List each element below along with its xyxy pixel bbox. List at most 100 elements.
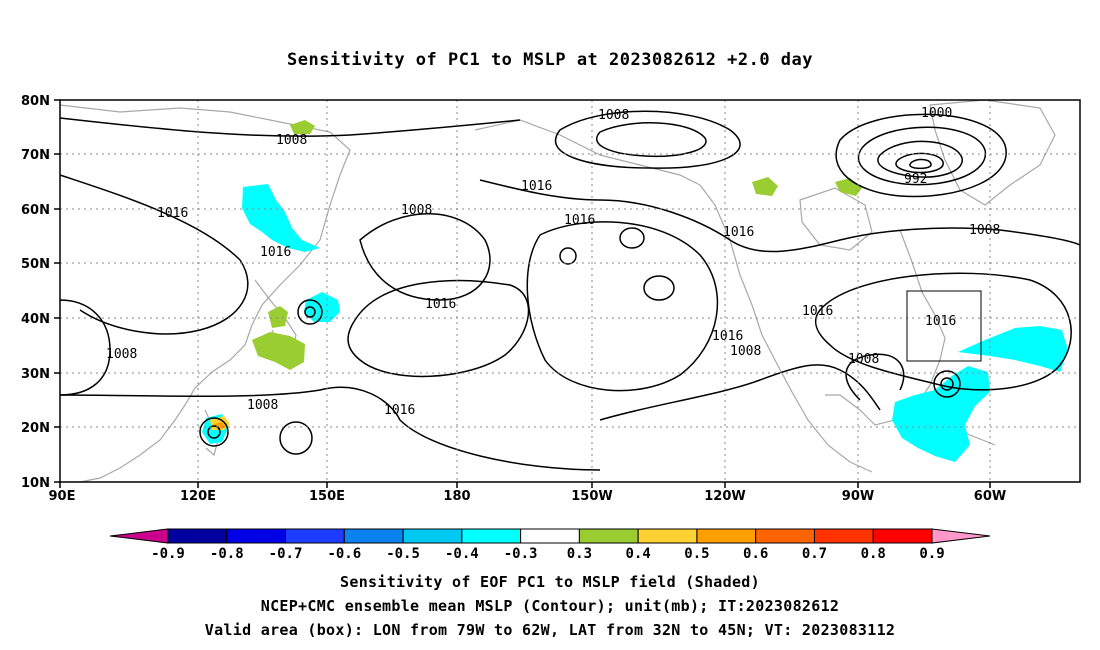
colorbar-tick-label: 0.8 [861,546,886,562]
lon-label: 120E [180,489,216,504]
contour-aleutian-low-outer [554,110,741,169]
contour-label: 1008 [848,352,879,367]
asia-coastline [59,104,351,483]
map-title: Sensitivity of PC1 to MSLP at 2023082612… [286,50,813,70]
latitude-labels: 80N 70N 60N 50N 40N 30N 20N 10N [21,94,50,491]
contour-small-ring-2 [643,275,675,301]
contour-mid-1008 [359,213,491,301]
contour-label-group: 1008 1008 1000 992 1016 1016 1008 1016 1… [106,106,1000,418]
contour-japan-low-outer [297,299,323,325]
contour-tropics-1008 [59,386,601,471]
green-patch-yellow-sea [252,332,305,370]
cyan-patch-siberia [242,184,320,252]
green-patch-arctic [290,120,315,134]
contour-label: 1016 [925,314,956,329]
contour-hurricane-outer [933,370,961,398]
colorbar-swatch [872,528,933,544]
colorbar-tick-label: 0.4 [626,546,651,562]
colorbar-swatch [813,528,874,544]
green-patch-canada-2 [835,178,862,196]
lon-label: 90E [49,489,76,504]
north-america-west-coastline [699,184,873,473]
caption-contour: NCEP+CMC ensemble mean MSLP (Contour); u… [260,597,840,615]
contour-label: 1000 [921,106,952,121]
lon-label: 150W [571,489,612,504]
green-patch-korea [268,306,288,328]
colorbar-swatch [696,528,757,544]
contour-label: 992 [904,172,927,187]
colorbar-triangle-high [931,528,991,544]
contour-label: 1016 [521,179,552,194]
contour-aleutian-low-inner [596,122,707,158]
colorbar-tick-label: 0.7 [802,546,827,562]
contour-label: 1016 [712,329,743,344]
contour-japan-low-inner [304,306,316,318]
colorbar-tick-label: -0.4 [445,546,479,562]
valid-area-box [906,290,982,362]
longitude-labels: 90E 120E 150E 180 150W 120W 90W 60W [49,489,1007,504]
colorbar-tick-label: -0.7 [269,546,303,562]
colorbar-swatch [520,528,580,544]
map-frame [59,99,1081,483]
colorbar-swatch [226,528,287,544]
contour-label: 1016 [260,245,291,260]
lat-label: 50N [21,257,50,272]
axis-ticks [54,99,991,488]
colorbar-tick-label: 0.6 [743,546,768,562]
greenland-coastline [929,99,1056,206]
contour-typhoon-outer [199,417,229,447]
caption-shading: Sensitivity of EOF PC1 to MSLP field (Sh… [340,573,760,591]
lat-label: 20N [21,421,50,436]
caption-valid-area: Valid area (box): LON from 79W to 62W, L… [204,621,896,639]
contour-greenland-low-3 [877,140,963,178]
contour-label: 1016 [723,225,754,240]
contour-small-ring-1 [279,421,313,455]
lat-label: 30N [21,367,50,382]
lon-label: 120W [704,489,745,504]
contour-label: 1016 [384,403,415,418]
alaska-coastline [474,119,701,186]
lon-label: 180 [443,489,470,504]
contour-small-ring-3 [619,227,645,249]
colorbar-tick-label: -0.3 [504,546,538,562]
lon-label: 90W [842,489,874,504]
map-gridlines [60,100,1080,482]
colorbar-triangle-low [109,528,169,544]
contour-small-ring-4 [559,247,577,265]
lat-label: 80N [21,94,50,109]
contour-arctic-1008 [59,117,521,137]
contour-label: 1008 [969,223,1000,238]
colorbar-tick-label: 0.9 [919,546,944,562]
orange-patch-philippines [214,422,226,430]
lat-label: 60N [21,203,50,218]
contour-pacific-high-1016 [347,279,530,378]
colorbar-swatch [637,528,698,544]
contour-label: 1016 [425,297,456,312]
lon-label: 150E [309,489,345,504]
lat-label: 10N [21,476,50,491]
contour-label: 1008 [106,347,137,362]
colorbar-swatch [461,528,522,544]
colorbar-swatch [167,528,228,544]
contour-gulf-1008 [845,353,905,401]
contour-east-pacific-high-1016 [526,221,719,392]
contour-label: 1008 [730,344,761,359]
contour-greenland-low-1 [835,113,1007,198]
contour-label: 1008 [247,398,278,413]
colorbar-tick-label: 0.5 [684,546,709,562]
colorbar-swatch [755,528,815,544]
colorbar-tick-label: -0.5 [386,546,420,562]
colorbar-swatch [285,528,345,544]
colorbar-swatch [402,528,463,544]
sensitivity-shading [202,120,1068,462]
contour-label: 1008 [276,133,307,148]
colorbar-tick-label: -0.9 [151,546,185,562]
contour-label: 1016 [802,304,833,319]
lon-label: 60W [974,489,1006,504]
contour-west-1008 [59,299,111,396]
colorbar: -0.9 -0.8 -0.7 -0.6 -0.5 -0.4 -0.3 0.3 0.4 0.5 0.6… [109,528,991,562]
colorbar-tick-label: -0.6 [327,546,361,562]
contour-greenland-low-4 [895,152,944,174]
colorbar-tick-label: 0.3 [567,546,592,562]
colorbar-swatch [578,528,639,544]
